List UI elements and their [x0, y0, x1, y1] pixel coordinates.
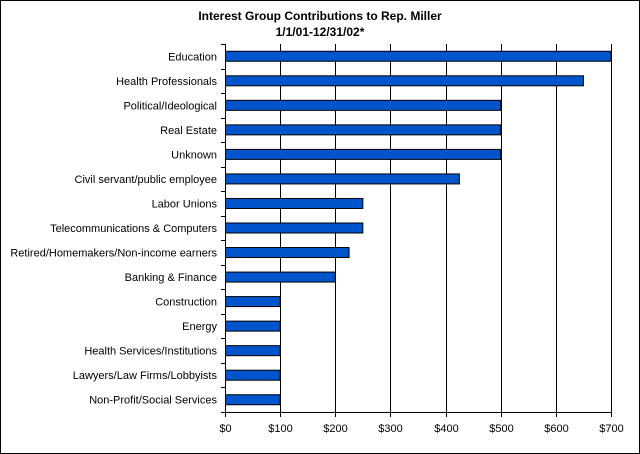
category-label: Education — [168, 51, 217, 63]
bars — [225, 50, 612, 406]
bar — [225, 296, 281, 308]
category-label: Political/Ideological — [123, 100, 217, 112]
x-tick-label: $200 — [323, 423, 347, 435]
category-label: Unknown — [171, 149, 217, 161]
bar — [225, 197, 364, 209]
bar — [225, 320, 281, 332]
bar — [225, 394, 281, 406]
chart-title: Interest Group Contributions to Rep. Mil… — [198, 9, 442, 23]
category-label: Civil servant/public employee — [75, 174, 217, 186]
bar — [225, 271, 336, 283]
bar — [225, 369, 281, 381]
category-label: Real Estate — [160, 125, 217, 137]
category-label: Non-Profit/Social Services — [89, 395, 217, 407]
bar — [225, 173, 460, 185]
x-tick-label: $0 — [219, 423, 231, 435]
bar — [225, 124, 502, 136]
x-tick-label: $300 — [378, 423, 402, 435]
bar — [225, 99, 502, 111]
bar — [225, 222, 364, 234]
category-labels: Education Health Professionals Political/I… — [10, 51, 217, 406]
chart-subtitle: 1/1/01-12/31/02* — [276, 25, 365, 39]
category-label: Banking & Finance — [125, 272, 217, 284]
bar — [225, 75, 584, 87]
axes — [221, 44, 612, 417]
category-label: Energy — [182, 321, 217, 333]
category-label: Labor Unions — [152, 198, 218, 210]
x-tick-label: $100 — [268, 423, 292, 435]
x-tick-labels: $0 $100 $200 $300 $400 $500 $600 $700 — [219, 423, 623, 435]
bar — [225, 50, 612, 62]
category-label: Construction — [155, 297, 217, 309]
category-label: Health Professionals — [116, 76, 217, 88]
category-label: Telecommunications & Computers — [50, 223, 217, 235]
bar — [225, 345, 281, 357]
x-tick-label: $500 — [489, 423, 513, 435]
bar — [225, 247, 350, 259]
bar — [225, 148, 502, 160]
x-tick-label: $400 — [434, 423, 458, 435]
x-tick-label: $600 — [544, 423, 568, 435]
category-label: Retired/Homemakers/Non-income earners — [10, 248, 217, 260]
category-label: Health Services/Institutions — [84, 346, 217, 358]
category-label: Lawyers/Law Firms/Lobbyists — [73, 370, 218, 382]
x-tick-label: $700 — [599, 423, 623, 435]
